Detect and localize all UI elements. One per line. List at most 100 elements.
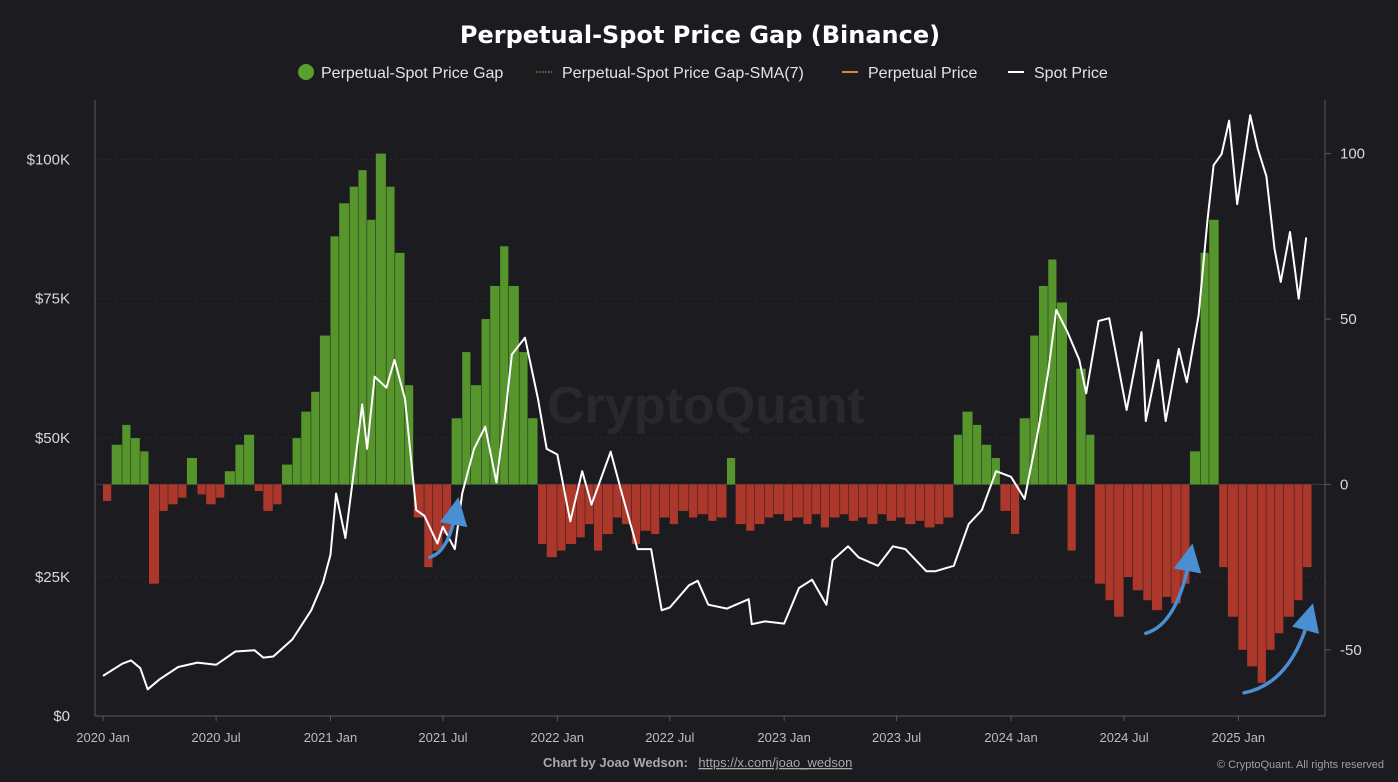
footer-credit-link[interactable]: https://x.com/joao_wedson [698, 755, 852, 770]
x-tick-label: 2021 Jan [304, 730, 358, 745]
gap-bar-negative [905, 484, 916, 525]
gap-bar-positive [111, 444, 122, 485]
gap-bar-positive [462, 352, 471, 485]
gap-bar-negative [840, 484, 849, 515]
gap-bar-negative [848, 484, 859, 521]
gap-bar-negative [557, 484, 566, 551]
gap-bar-positive [1076, 368, 1086, 485]
gap-bar-positive [311, 391, 320, 485]
gap-bar-negative [621, 484, 632, 525]
gap-bar-negative [263, 484, 273, 511]
gap-bar-positive [981, 444, 992, 485]
gap-bar-positive [1189, 451, 1201, 485]
gap-bar-negative [1171, 484, 1181, 604]
x-tick-label: 2025 Jan [1212, 730, 1266, 745]
gap-bar-negative [1257, 484, 1266, 683]
gap-bar-negative [858, 484, 867, 518]
gap-bar-negative [669, 484, 678, 525]
gap-bar-positive [349, 186, 358, 485]
gap-bar-negative [613, 484, 622, 518]
x-tick-label: 2022 Jan [531, 730, 585, 745]
gap-bar-negative [697, 484, 708, 515]
gap-bar-negative [803, 484, 812, 525]
gap-bar-negative [433, 484, 443, 551]
gap-bar-negative [896, 484, 905, 518]
gap-bar-negative [886, 484, 897, 521]
gap-bar-positive [122, 424, 131, 485]
gap-bar-positive [186, 457, 197, 485]
gap-bar-negative [877, 484, 887, 515]
gap-bar-negative [708, 484, 717, 521]
gap-bar-negative [1105, 484, 1114, 601]
gap-bar-positive [395, 252, 405, 485]
gap-bar-positive [244, 434, 255, 485]
gap-bar-negative [593, 484, 603, 551]
gap-bar-negative [792, 484, 803, 518]
y-tick-right-label: -50 [1340, 642, 1362, 659]
y-tick-left-label: $75K [35, 291, 70, 308]
arrows [428, 497, 1320, 695]
gap-bar-negative [1010, 484, 1020, 535]
y-tick-left-label: $100K [27, 152, 70, 169]
gap-bar-positive [953, 434, 962, 485]
gap-bar-positive [1209, 219, 1219, 485]
gap-bar-negative [576, 484, 585, 538]
gap-bar-positive [301, 411, 311, 485]
gap-bar-negative [764, 484, 774, 518]
legend-label: Perpetual-Spot Price Gap-SMA(7) [562, 65, 804, 82]
gap-bar-positive [962, 411, 973, 485]
gap-bar-positive [470, 385, 481, 485]
gap-bar-negative [1124, 484, 1133, 578]
gap-bar-negative [216, 484, 225, 498]
gap-bar-negative [829, 484, 840, 518]
legend-label: Spot Price [1034, 65, 1108, 82]
gap-bar-negative [1067, 484, 1076, 551]
gap-bar-positive [1030, 335, 1039, 485]
gap-bars [103, 153, 1312, 683]
gap-bar-negative [546, 484, 557, 558]
gap-bar-negative [651, 484, 660, 535]
gap-bar-negative [867, 484, 878, 525]
trend-arrow [1242, 603, 1320, 695]
gap-bar-negative [1132, 484, 1143, 591]
y-tick-left-label: $50K [35, 430, 70, 447]
gap-bar-negative [746, 484, 755, 531]
gap-bar-negative [820, 484, 829, 528]
gap-bar-negative [1152, 484, 1163, 611]
gap-bar-positive [130, 438, 140, 485]
gap-bar-negative [254, 484, 263, 492]
gap-bar-negative [1000, 484, 1011, 511]
x-tick-label: 2023 Jul [872, 730, 921, 745]
footer-credit: Chart by Joao Wedson: https://x.com/joao… [543, 754, 852, 771]
gap-bar-positive [140, 451, 149, 485]
y-tick-right-label: 50 [1340, 311, 1357, 328]
gap-bar-positive [519, 352, 528, 485]
gap-bar-negative [935, 484, 944, 525]
x-tick-label: 2021 Jul [418, 730, 467, 745]
spot-price-layer [102, 114, 1308, 691]
gap-bar-positive [375, 153, 386, 485]
x-tick-label: 2022 Jul [645, 730, 694, 745]
gap-bar-positive [490, 285, 500, 485]
gap-bar-negative [659, 484, 670, 518]
gap-bar-negative [1114, 484, 1124, 617]
footer-credit-label: Chart by Joao Wedson: [543, 755, 688, 770]
gap-bar-negative [631, 484, 641, 544]
y-tick-left-label: $25K [35, 569, 70, 586]
gap-bar-positive [1056, 302, 1068, 485]
gap-bar-positive [330, 236, 339, 485]
spot-price-line [102, 114, 1308, 691]
y-tick-right-label: 0 [1340, 476, 1348, 493]
gap-bar-negative [1094, 484, 1105, 584]
gap-bar-negative [1303, 484, 1312, 568]
axes: $0 $25K $50K $75K $100K -50 0 50 100 2020 Jan 2020… [27, 100, 1365, 745]
gap-bar-positive [367, 219, 376, 485]
gap-bar-positive [281, 464, 293, 485]
gap-bar-negative [689, 484, 698, 518]
legend-label: Perpetual-Spot Price Gap [321, 65, 503, 82]
gap-bar-negative [640, 484, 651, 531]
gap-bar-negative [1143, 484, 1152, 601]
gap-bar-positive [500, 246, 509, 485]
legend-label: Perpetual Price [868, 65, 977, 82]
gap-bar-negative [1162, 484, 1171, 597]
